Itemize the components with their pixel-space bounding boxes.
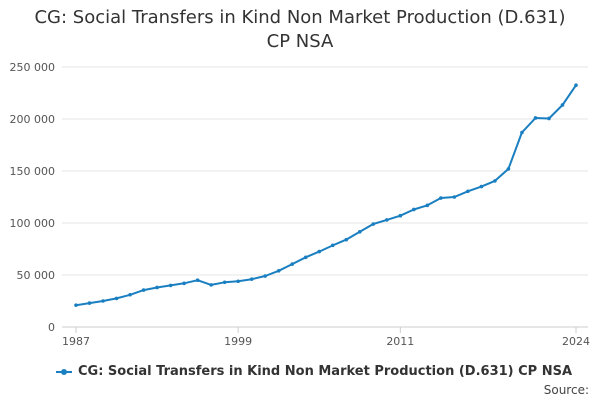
legend-line-marker-icon: [56, 368, 72, 375]
data-point: [141, 288, 146, 292]
data-point: [493, 179, 497, 183]
y-tick-label: 100 000: [10, 217, 56, 230]
data-point: [452, 195, 457, 199]
data-point: [466, 189, 470, 194]
data-point: [182, 281, 186, 286]
data-point: [195, 278, 200, 283]
x-tick-label: 2011: [386, 335, 414, 348]
data-point: [101, 299, 105, 303]
y-tick-label: 50 000: [17, 269, 56, 282]
data-point: [574, 83, 578, 87]
data-point: [222, 280, 227, 285]
data-point: [209, 283, 213, 287]
data-point: [87, 301, 92, 305]
series-line: [75, 84, 577, 307]
data-point: [114, 296, 119, 301]
data-point: [506, 167, 511, 171]
data-point: [398, 213, 403, 218]
data-point: [155, 285, 159, 290]
data-point: [520, 130, 524, 135]
data-point: [330, 243, 335, 248]
data-point: [128, 292, 132, 297]
x-tick-label: 1999: [224, 335, 252, 348]
chart-title: CG: Social Transfers in Kind Non Market …: [0, 6, 600, 54]
data-point: [249, 277, 254, 281]
data-point: [560, 103, 565, 107]
data-point: [385, 218, 389, 222]
chart-title-line-1: CG: Social Transfers in Kind Non Market …: [34, 7, 566, 28]
data-point: [479, 184, 484, 189]
chart-title-line-2: CP NSA: [266, 31, 334, 52]
data-point: [74, 303, 78, 307]
data-point: [533, 116, 538, 120]
y-tick-label: 0: [48, 321, 55, 334]
data-point: [263, 274, 267, 278]
data-point: [290, 262, 295, 266]
data-point: [371, 222, 376, 226]
source-label[interactable]: Source:: [543, 383, 589, 397]
data-point: [236, 279, 240, 284]
chart-legend[interactable]: CG: Social Transfers in Kind Non Market …: [56, 364, 572, 379]
data-point: [547, 116, 551, 121]
x-tick-label: 2024: [562, 335, 590, 348]
data-point: [412, 207, 416, 212]
data-point: [317, 249, 322, 254]
data-point: [276, 269, 281, 273]
legend-label: CG: Social Transfers in Kind Non Market …: [78, 364, 573, 379]
data-point: [357, 230, 362, 234]
x-tick-label: 1987: [62, 335, 90, 348]
y-tick-label: 150 000: [10, 165, 56, 178]
data-point: [425, 203, 430, 208]
data-point: [439, 196, 443, 200]
data-point: [344, 237, 349, 242]
data-point: [168, 283, 173, 288]
y-tick-label: 250 000: [10, 61, 56, 74]
y-tick-label: 200 000: [10, 113, 56, 126]
data-point: [303, 255, 308, 260]
